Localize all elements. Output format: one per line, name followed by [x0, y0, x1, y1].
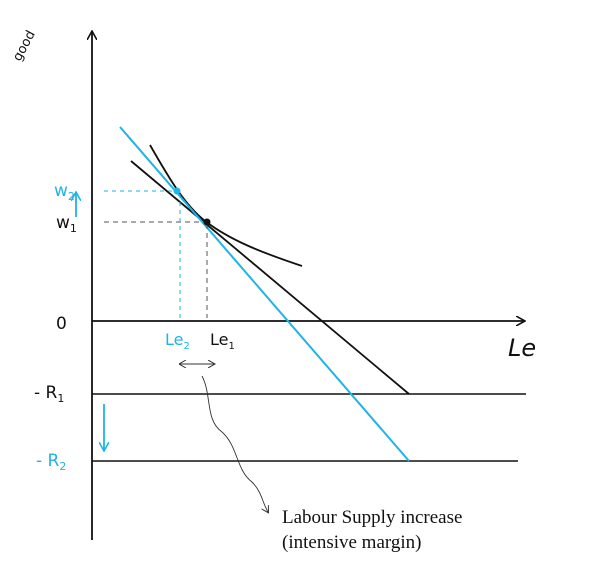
annotation-pointer [202, 376, 268, 512]
budget-line-original [131, 161, 409, 394]
equilibrium-point-1 [204, 219, 211, 226]
le1-label: Le1 [210, 330, 235, 352]
indifference-curve [150, 145, 302, 266]
y-axis-label: good [10, 28, 38, 64]
minus-r1-label: - R1 [34, 383, 64, 405]
x-axis-label: Le [508, 334, 536, 362]
w1-label: w1 [56, 213, 77, 235]
origin-label: 0 [56, 314, 67, 334]
annotation-line-1: Labour Supply increase [282, 507, 462, 528]
w2-label: w2 [54, 181, 75, 203]
equilibrium-point-2 [174, 188, 181, 195]
annotation-line-2: (intensive margin) [282, 532, 421, 553]
budget-line-new [120, 127, 409, 461]
minus-r2-label: - R2 [36, 451, 66, 473]
le2-label: Le2 [165, 330, 190, 352]
